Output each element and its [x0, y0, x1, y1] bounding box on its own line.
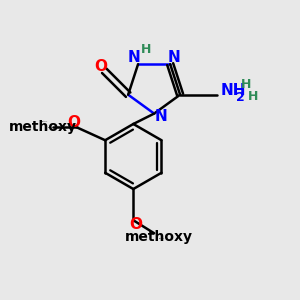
Text: N: N — [128, 50, 140, 65]
Text: methoxy: methoxy — [9, 120, 77, 134]
Text: methoxy: methoxy — [55, 127, 61, 128]
Text: methoxy: methoxy — [159, 238, 165, 239]
Text: N: N — [155, 109, 168, 124]
Text: H: H — [248, 89, 259, 103]
Text: NH: NH — [220, 83, 246, 98]
Text: methoxy: methoxy — [47, 127, 54, 128]
Text: O: O — [94, 59, 107, 74]
Text: O: O — [129, 217, 142, 232]
Text: 2: 2 — [236, 91, 245, 104]
Text: methoxy: methoxy — [125, 230, 193, 244]
Text: H: H — [241, 78, 252, 91]
Text: O: O — [68, 115, 80, 130]
Text: methoxy: methoxy — [42, 121, 48, 122]
Text: H: H — [141, 44, 152, 56]
Text: N: N — [168, 50, 181, 65]
